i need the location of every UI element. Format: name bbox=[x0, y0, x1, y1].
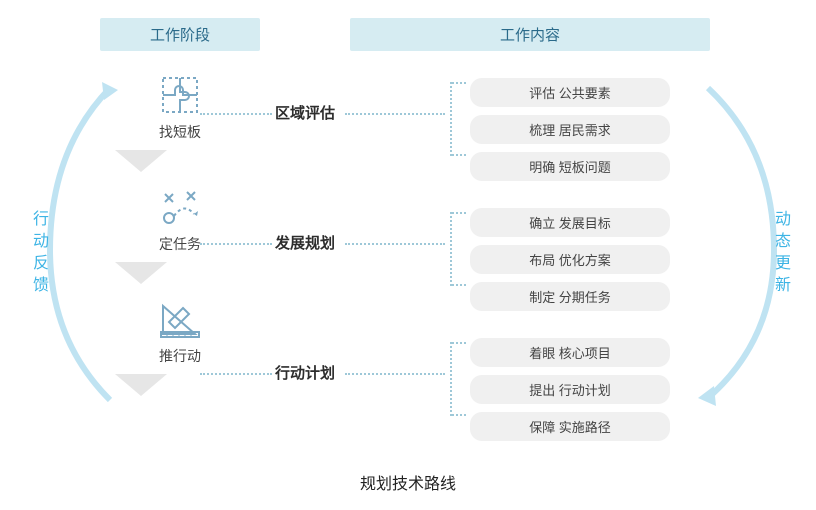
stage-label-1: 定任务 bbox=[159, 234, 201, 254]
stage-block-0: 找短板 bbox=[115, 70, 245, 142]
feedback-curve-left bbox=[40, 80, 130, 410]
dotted-connector bbox=[345, 113, 445, 115]
dotted-connector bbox=[200, 243, 272, 245]
diagram-caption: 规划技术路线 bbox=[0, 470, 816, 494]
mid-label-1: 发展规划 bbox=[275, 232, 335, 253]
stage-label-0: 找短板 bbox=[159, 122, 201, 142]
dotted-connector bbox=[345, 373, 445, 375]
stage-label-2: 推行动 bbox=[159, 346, 201, 366]
dotted-connector bbox=[200, 113, 272, 115]
items-group-0: 评估 公共要素 梳理 居民需求 明确 短板问题 bbox=[470, 78, 700, 189]
stage-column: 找短板 定任务 推行动 bbox=[115, 70, 245, 406]
item-box: 梳理 居民需求 bbox=[470, 115, 670, 144]
header-phase: 工作阶段 bbox=[100, 18, 260, 51]
item-box: 提出 行动计划 bbox=[470, 375, 670, 404]
header-row: 工作阶段 工作内容 bbox=[100, 18, 710, 51]
item-box: 评估 公共要素 bbox=[470, 78, 670, 107]
mid-label-2: 行动计划 bbox=[275, 362, 335, 383]
dotted-connector bbox=[345, 243, 445, 245]
bracket-icon bbox=[450, 212, 464, 286]
bracket-icon bbox=[450, 82, 464, 156]
item-box: 布局 优化方案 bbox=[470, 245, 670, 274]
stage-block-2: 推行动 bbox=[115, 294, 245, 366]
item-box: 确立 发展目标 bbox=[470, 208, 670, 237]
item-box: 制定 分期任务 bbox=[470, 282, 670, 311]
item-box: 保障 实施路径 bbox=[470, 412, 670, 441]
item-box: 着眼 核心项目 bbox=[470, 338, 670, 367]
drafting-icon bbox=[150, 294, 210, 344]
item-box: 明确 短板问题 bbox=[470, 152, 670, 181]
items-group-1: 确立 发展目标 布局 优化方案 制定 分期任务 bbox=[470, 208, 700, 319]
strategy-icon bbox=[150, 182, 210, 232]
side-label-left: 行动反馈 bbox=[26, 210, 50, 298]
side-label-right: 动态更新 bbox=[768, 210, 792, 298]
items-group-2: 着眼 核心项目 提出 行动计划 保障 实施路径 bbox=[470, 338, 700, 449]
mid-label-0: 区域评估 bbox=[275, 102, 335, 123]
header-content: 工作内容 bbox=[350, 18, 710, 51]
dotted-connector bbox=[200, 373, 272, 375]
bracket-icon bbox=[450, 342, 464, 416]
